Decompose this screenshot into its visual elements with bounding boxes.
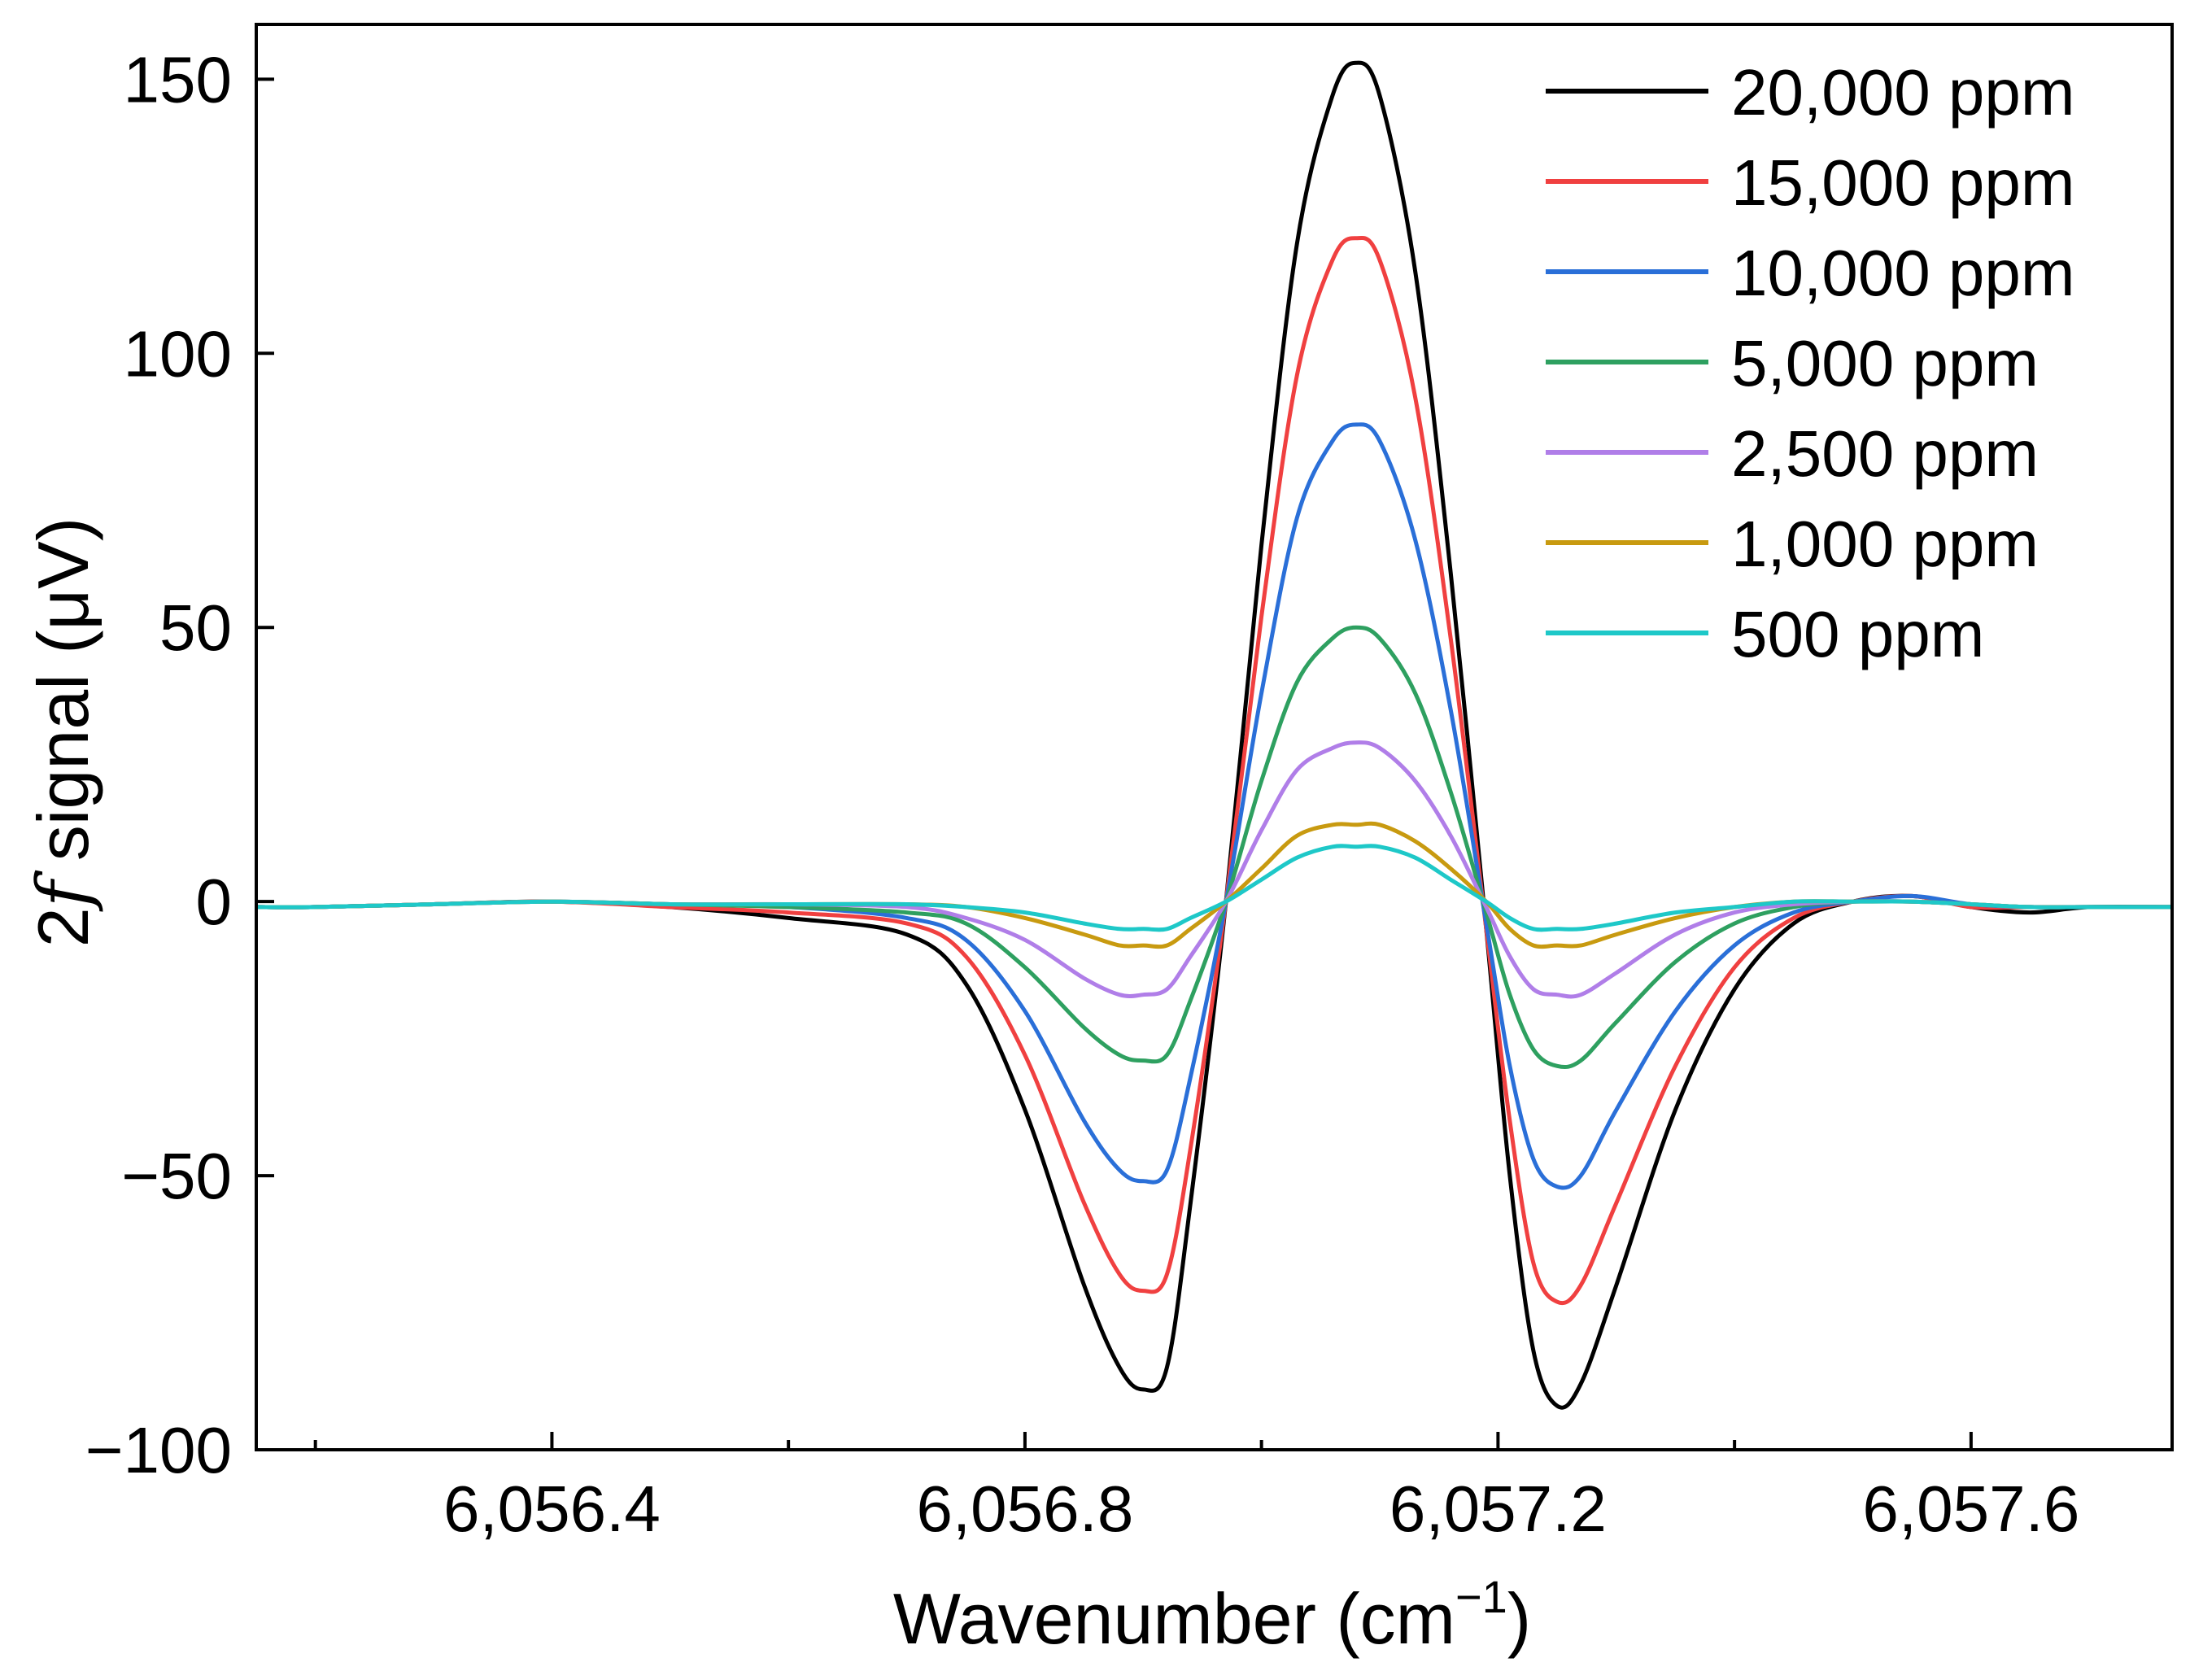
y-tick-label: −50 bbox=[121, 1140, 232, 1212]
legend-label: 1,000 ppm bbox=[1731, 508, 2039, 580]
series-line-10000ppm bbox=[255, 422, 2172, 1190]
x-tick-label: 6,057.6 bbox=[1862, 1473, 2079, 1545]
x-axis-title-main: Wavenumber (cm bbox=[893, 1578, 1455, 1659]
legend-label: 10,000 ppm bbox=[1731, 237, 2075, 309]
y-axis-title-suffix: signal (μV) bbox=[23, 517, 103, 881]
legend-label: 15,000 ppm bbox=[1731, 146, 2075, 219]
legend: 20,000 ppm 15,000 ppm 10,000 ppm 5,000 ppm 2… bbox=[1546, 56, 2075, 670]
x-axis-title-close: ) bbox=[1507, 1578, 1531, 1659]
x-axis-title: Wavenumber (cm−1) bbox=[893, 1571, 1531, 1659]
series-line-20000ppm bbox=[255, 60, 2173, 1410]
y-tick-label: 150 bbox=[124, 43, 232, 116]
legend-label: 20,000 ppm bbox=[1731, 56, 2075, 129]
axes-layer: −100 −50 0 50 100 150 6,056.4 6,056.8 6,057.2 6,0… bbox=[85, 23, 2174, 1545]
y-axis-title: 2f signal (μV) bbox=[21, 517, 105, 947]
legend-label: 2,500 ppm bbox=[1731, 417, 2039, 490]
y-tick-label: 0 bbox=[196, 866, 233, 938]
x-tick-label: 6,056.4 bbox=[443, 1473, 661, 1545]
plot-frame bbox=[255, 23, 2174, 1451]
series-line-5000ppm bbox=[255, 625, 2172, 1070]
series-line-15000ppm bbox=[255, 235, 2172, 1306]
y-axis-title-prefix: 2 bbox=[23, 907, 103, 947]
series-line-500ppm bbox=[255, 844, 2172, 932]
legend-label: 500 ppm bbox=[1731, 598, 1984, 670]
x-tick-label: 6,056.8 bbox=[916, 1473, 1133, 1545]
legend-label: 5,000 ppm bbox=[1731, 327, 2039, 399]
x-axis-title-superscript: −1 bbox=[1455, 1571, 1507, 1622]
y-tick-label: −100 bbox=[85, 1414, 232, 1486]
y-tick-label: 100 bbox=[124, 317, 232, 390]
x-tick-label: 6,057.2 bbox=[1389, 1473, 1607, 1545]
series-line-1000ppm bbox=[255, 821, 2172, 949]
series-layer bbox=[255, 60, 2173, 1410]
y-tick-label: 50 bbox=[159, 591, 232, 664]
